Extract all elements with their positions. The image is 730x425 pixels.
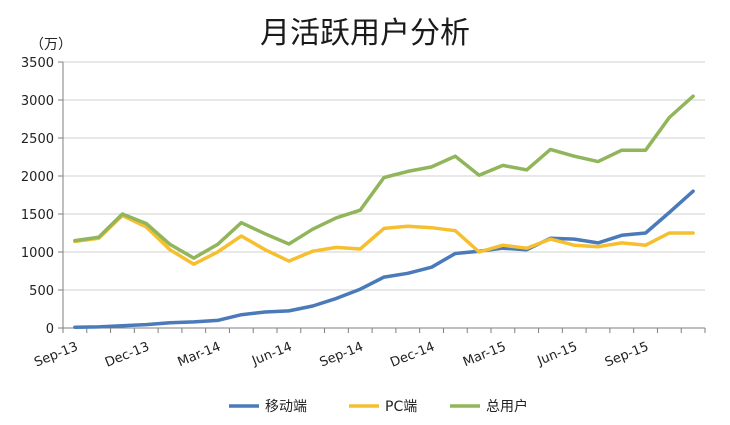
- x-tick-label-Mar-15: Mar-15: [461, 339, 508, 370]
- x-tick-label-Dec-13: Dec-13: [103, 339, 152, 370]
- legend-label-2: PC端: [385, 399, 417, 415]
- y-tick-label-1000: 1000: [21, 246, 54, 261]
- series-lines: [73, 94, 695, 329]
- series-line-2: [73, 213, 695, 266]
- x-tick-label-Dec-14: Dec-14: [388, 339, 437, 370]
- x-tick-label-Sep-13: Sep-13: [32, 339, 80, 370]
- y-tick-label-3000: 3000: [21, 94, 54, 109]
- y-tick-label-0: 0: [46, 322, 54, 337]
- series-line-1: [73, 189, 695, 329]
- y-tick-label-1500: 1500: [21, 208, 54, 223]
- legend: 移动端 PC端 总用户: [229, 398, 528, 415]
- y-tick-label-3500: 3500: [21, 56, 54, 71]
- x-tick-label-Jun-14: Jun-14: [249, 339, 294, 369]
- series-line-3: [73, 94, 695, 260]
- y-tick-label-2500: 2500: [21, 132, 54, 147]
- x-tick-label-Jun-15: Jun-15: [535, 339, 580, 369]
- y-axis-ticks: 0 500 1000 1500 2000 2500 3000 3500: [21, 56, 63, 337]
- x-tick-label-Mar-14: Mar-14: [176, 339, 223, 370]
- x-tick-label-Sep-15: Sep-15: [603, 339, 651, 370]
- y-tick-label-500: 500: [29, 284, 54, 299]
- x-tick-label-Sep-14: Sep-14: [318, 339, 366, 370]
- legend-label-3: 总用户: [486, 398, 528, 415]
- y-tick-label-2000: 2000: [21, 170, 54, 185]
- chart-title: 月活跃用户分析: [260, 16, 470, 51]
- gridlines: [63, 61, 705, 291]
- legend-label-1: 移动端: [265, 399, 307, 415]
- y-axis-unit-label: （万）: [30, 37, 72, 53]
